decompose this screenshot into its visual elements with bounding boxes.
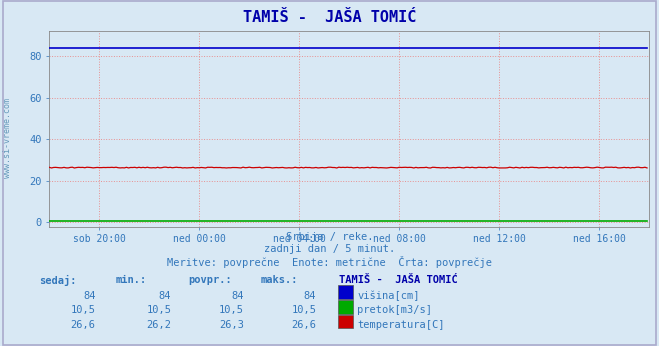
Text: 10,5: 10,5 [219,305,244,315]
Text: pretok[m3/s]: pretok[m3/s] [357,305,432,315]
Text: temperatura[C]: temperatura[C] [357,320,445,330]
Text: 26,6: 26,6 [71,320,96,330]
Text: TAMIŠ -  JAŠA TOMIĆ: TAMIŠ - JAŠA TOMIĆ [243,10,416,25]
Text: 84: 84 [83,291,96,301]
Text: sedaj:: sedaj: [40,275,77,286]
Text: 84: 84 [304,291,316,301]
Text: 10,5: 10,5 [71,305,96,315]
Text: povpr.:: povpr.: [188,275,231,285]
Text: 26,3: 26,3 [219,320,244,330]
Text: maks.:: maks.: [260,275,298,285]
Text: 84: 84 [231,291,244,301]
Text: Srbija / reke.: Srbija / reke. [286,232,373,242]
Text: TAMIŠ -  JAŠA TOMIĆ: TAMIŠ - JAŠA TOMIĆ [339,275,458,285]
Text: 26,6: 26,6 [291,320,316,330]
Text: min.:: min.: [115,275,146,285]
Text: Meritve: povprečne  Enote: metrične  Črta: povprečje: Meritve: povprečne Enote: metrične Črta:… [167,256,492,268]
Text: 26,2: 26,2 [146,320,171,330]
Text: 84: 84 [159,291,171,301]
Text: 10,5: 10,5 [291,305,316,315]
Text: zadnji dan / 5 minut.: zadnji dan / 5 minut. [264,244,395,254]
Text: 10,5: 10,5 [146,305,171,315]
Text: www.si-vreme.com: www.si-vreme.com [3,98,13,179]
Text: višina[cm]: višina[cm] [357,291,420,301]
